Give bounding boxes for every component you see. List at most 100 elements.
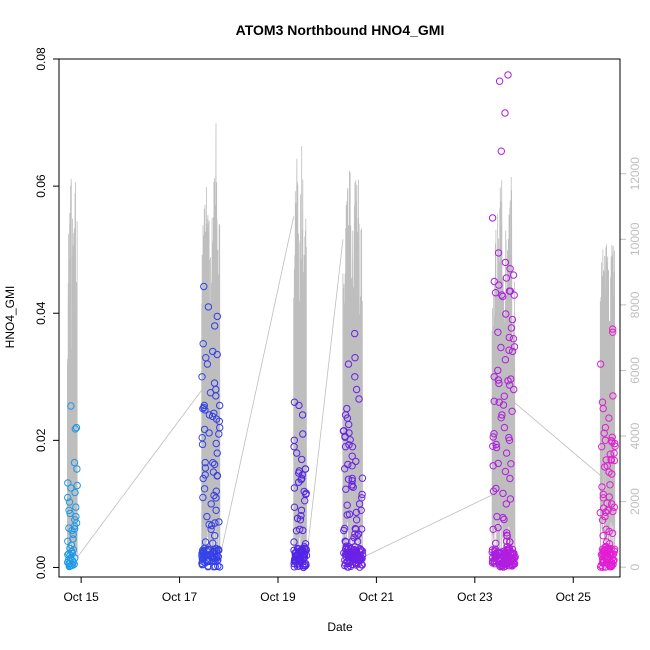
data-point [65,506,73,514]
data-point [65,498,74,506]
data-point [215,430,223,438]
data-point [510,385,518,394]
data-point [607,558,616,567]
data-point [290,443,298,451]
data-point [348,558,357,566]
data-point [198,559,206,567]
data-point [505,346,513,354]
data-point [495,281,503,289]
data-point [211,322,219,330]
y2-tick-label: 10000 [628,222,642,256]
data-point [506,265,514,273]
data-point [293,514,302,523]
data-point [494,328,502,336]
data-point [494,366,502,375]
plot-frame [58,58,621,578]
y2-tick-label: 12000 [628,157,642,191]
data-point [598,516,607,524]
data-point [69,546,78,554]
data-point [290,484,299,492]
data-point [71,488,79,497]
data-point [351,354,359,362]
data-point [299,526,307,535]
y2-tick-label: 8000 [628,291,642,318]
data-point [351,329,359,338]
data-point [502,449,511,457]
data-point [301,497,309,505]
data-point [358,494,366,502]
data-point [358,474,367,482]
data-point [510,343,519,351]
altitude-trace [293,145,307,561]
data-point [505,433,513,442]
data-point [72,423,81,432]
data-point [213,449,221,457]
data-point [203,558,211,566]
data-point [212,547,220,555]
data-point [216,401,224,410]
x-tick-label: Oct 15 [63,590,99,604]
data-point [210,409,218,417]
data-point [599,532,607,540]
data-point [506,495,515,503]
data-point [348,482,356,490]
data-point [207,525,215,533]
data-point [198,373,206,381]
data-point [343,550,352,558]
data-point [509,560,518,568]
data-point [212,544,220,553]
data-point [606,481,614,489]
data-point [292,548,300,557]
data-point [206,389,215,397]
altitude-trace [201,123,221,561]
data-point [295,401,303,410]
axes: Oct 15 Oct 17 Oct 19 Oct 21 Oct 23 Oct 25 0.00… [34,47,642,604]
data-point [293,449,301,457]
x-tick-label: Oct 19 [260,590,296,604]
data-point [212,439,220,448]
data-point [497,147,505,155]
data-point [64,537,72,545]
data-point [497,414,505,422]
data-point [291,555,299,563]
y-tick-label: 0.02 [34,428,48,452]
y2-tick-label: 2000 [628,488,642,515]
data-point [494,523,502,532]
data-point [210,460,219,469]
data-point [502,500,510,508]
data-point [610,456,619,465]
data-point [492,484,500,493]
data-point [494,376,502,384]
data-point [200,551,208,559]
data-point [348,443,357,451]
data-point [341,561,349,570]
data-point [295,478,303,486]
data-point [215,518,223,526]
x-tick-label: Oct 25 [556,590,592,604]
data-point [508,347,517,356]
data-point [352,508,361,517]
data-point [490,550,498,558]
data-point [201,464,210,472]
data-point [491,289,500,297]
data-point [346,436,354,444]
data-point [295,562,303,570]
data-point [505,333,513,342]
x-axis-label: Date [327,620,353,634]
data-point [352,457,360,466]
data-point [357,525,366,533]
data-point [352,548,360,556]
data-point [201,471,209,479]
data-point [199,493,207,502]
data-point [296,548,305,557]
data-point [298,455,306,464]
x-tick-label: Oct 23 [457,590,493,604]
y-tick-label: 0.06 [34,174,48,198]
y-tick-label: 0.04 [34,301,48,325]
data-point [604,506,612,514]
data-point [598,483,606,491]
data-point [345,429,353,437]
data-point [210,563,218,571]
data-point [494,459,502,468]
x-tick-label: Oct 21 [359,590,395,604]
